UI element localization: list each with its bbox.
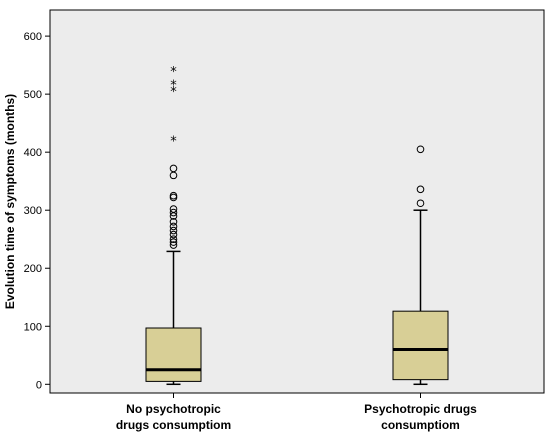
y-tick-label: 400 [24, 147, 42, 159]
outlier-point [169, 241, 178, 249]
y-tick-label: 300 [24, 205, 42, 217]
plot-area [49, 9, 545, 394]
outlier-point [169, 208, 178, 217]
iqr-box [392, 310, 449, 381]
outlier-point [416, 145, 425, 154]
y-axis-title: Evolution time of symptoms (months) [3, 94, 17, 309]
box-1: **** [145, 65, 202, 386]
outlier-point [169, 226, 178, 235]
x-axis: No psychotropic drugs consumptiom Psychotr… [116, 393, 477, 432]
y-tick-label: 500 [24, 89, 42, 101]
extreme-point: * [170, 135, 177, 150]
y-tick-label: 600 [24, 31, 42, 43]
x-category-label-line: No psychotropic [126, 402, 221, 416]
y-tick-label: 0 [36, 379, 42, 391]
outlier-point [416, 199, 425, 208]
extreme-point: * [170, 65, 177, 80]
outlier-point [169, 222, 178, 231]
y-tick-label: 100 [24, 321, 42, 333]
x-category-label-line: Psychotropic drugs [364, 402, 477, 416]
x-category-label: Psychotropic drugs consumptiom [364, 402, 477, 432]
outlier-point [169, 205, 178, 213]
boxes-group: **** [145, 65, 449, 386]
iqr-box [145, 327, 202, 382]
outlier-point [169, 164, 178, 173]
outlier-point [169, 230, 178, 239]
extreme-point: * [170, 85, 177, 100]
outlier-point [416, 185, 425, 194]
x-category-label-line: consumptiom [381, 418, 460, 432]
y-tick-label: 200 [24, 263, 42, 275]
x-category-label: No psychotropic drugs consumptiom [116, 402, 231, 432]
x-category-label-line: drugs consumptiom [116, 418, 231, 432]
y-axis: 0 100 200 300 400 500 600 [24, 31, 50, 391]
outlier-point [169, 191, 178, 200]
box-2 [392, 145, 449, 386]
outlier-point [169, 238, 178, 246]
outlier-point [169, 218, 178, 226]
outlier-point [169, 235, 178, 244]
extreme-point: * [170, 78, 177, 93]
